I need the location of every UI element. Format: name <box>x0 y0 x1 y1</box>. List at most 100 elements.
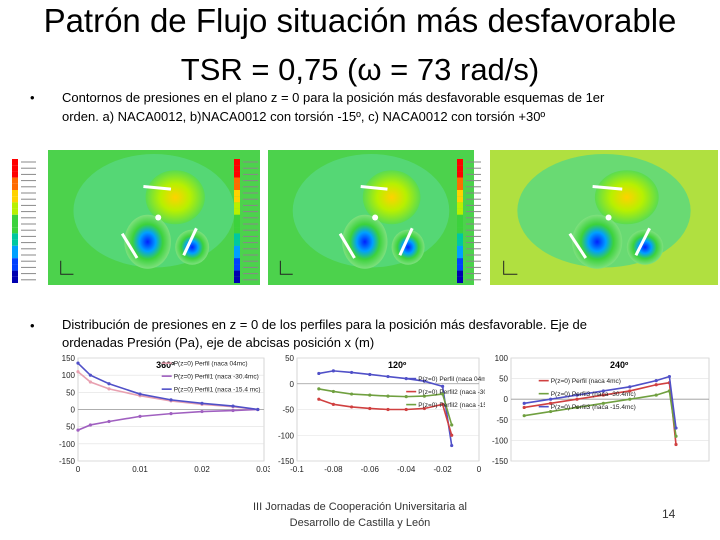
data-point <box>575 405 579 410</box>
high-pressure-zone <box>145 170 205 225</box>
legend-swatch <box>457 214 463 221</box>
data-point <box>549 401 553 405</box>
legend-swatch <box>12 196 18 203</box>
data-point <box>441 402 445 406</box>
legend-swatch <box>234 227 240 234</box>
data-point <box>575 397 579 401</box>
legend-swatch <box>12 270 18 277</box>
data-point <box>654 379 658 383</box>
data-point <box>76 370 80 374</box>
legend-swatch <box>234 190 240 197</box>
legend-swatch <box>234 276 240 283</box>
legend-swatch <box>234 245 240 252</box>
legend-swatch <box>12 177 18 184</box>
data-point <box>368 372 372 377</box>
contour-a-svg <box>48 150 260 285</box>
rotor-hub <box>605 214 612 221</box>
data-point <box>331 389 335 394</box>
x-tick-label: 0.02 <box>194 465 210 474</box>
legend-swatch <box>457 202 463 209</box>
rotor-hub <box>372 214 379 221</box>
y-tick-label: -50 <box>282 406 294 415</box>
data-point <box>386 374 390 379</box>
legend-swatch <box>457 159 463 166</box>
data-point <box>350 370 354 375</box>
y-tick-label: -50 <box>496 416 508 425</box>
contour-c-svg <box>490 150 718 285</box>
y-tick-label: 150 <box>62 354 76 363</box>
footer-line2: Desarrollo de Castilla y León <box>289 517 431 529</box>
low-pressure-zone-2 <box>626 229 664 265</box>
y-tick-label: 100 <box>62 371 76 380</box>
bullet2-line2: ordenadas Presión (Pa), eje de abcisas p… <box>62 335 375 350</box>
legend-swatch <box>12 202 18 209</box>
data-point <box>601 389 605 393</box>
legend-label: P(z=0) Perfil2 (naca -15.4mc) <box>418 402 485 409</box>
data-point <box>450 433 454 437</box>
airfoil-blade-top <box>143 184 172 191</box>
contour-b-svg <box>268 150 474 285</box>
data-point <box>331 402 335 406</box>
data-point <box>628 385 632 389</box>
y-tick-label: -100 <box>492 436 509 445</box>
slide-title-line1: Patrón de Flujo situación más desfavorab… <box>43 2 677 39</box>
legend-swatch <box>457 190 463 197</box>
y-tick-label: 50 <box>499 375 508 384</box>
data-point <box>522 401 526 405</box>
data-point <box>522 405 526 410</box>
legend-label: P(z=0) Perfil (naca 04mc) <box>418 376 485 383</box>
legend-swatch <box>12 227 18 234</box>
series-line <box>77 362 258 411</box>
low-pressure-zone-2 <box>175 229 210 265</box>
high-pressure-zone <box>594 170 659 225</box>
bullet-dot-1: • <box>30 90 35 105</box>
data-point <box>76 361 80 365</box>
legend-swatch <box>457 171 463 178</box>
data-point <box>404 395 408 399</box>
data-point <box>368 406 372 411</box>
data-point <box>575 393 579 397</box>
legend-swatch <box>457 183 463 190</box>
footer: III Jornadas de Cooperación Universitari… <box>245 499 475 531</box>
legend-swatch <box>12 183 18 190</box>
x-tick-label: -0.1 <box>290 465 304 474</box>
legend-swatch <box>457 264 463 271</box>
data-point <box>404 377 408 381</box>
legend-swatch <box>234 270 240 277</box>
legend-swatch <box>234 165 240 172</box>
legend-swatch <box>12 233 18 240</box>
x-tick-label: -0.08 <box>324 465 343 474</box>
airfoil-blade-left <box>568 232 588 259</box>
legend-swatch <box>234 214 240 221</box>
low-pressure-zone-2 <box>391 229 425 265</box>
data-point <box>231 408 235 413</box>
chart-title: 120º <box>388 360 407 370</box>
legend-swatch <box>457 258 463 265</box>
x-tick-label: 0.01 <box>132 465 148 474</box>
contour-legend-a <box>10 157 40 287</box>
contour-legend-b <box>232 157 262 287</box>
data-point <box>386 407 390 412</box>
data-point <box>107 387 111 391</box>
legend-label: P(z=0) Perfil (naca 04mc) <box>174 361 248 368</box>
pressure-chart-240: 100 50 0 -50 -100 -150 240º P(z=0) Perfil (naca… <box>483 352 715 477</box>
data-point <box>654 383 658 387</box>
legend-swatch <box>457 165 463 172</box>
series-line <box>524 389 677 437</box>
legend-swatch <box>234 208 240 215</box>
data-point <box>169 398 173 402</box>
legend-label: P(z=0) Perfil (naca 4mc) <box>551 378 621 385</box>
axis-triad <box>60 260 74 275</box>
bullet1-line2: orden. a) NACA0012, b)NACA0012 con torsi… <box>62 109 546 124</box>
data-point <box>450 423 454 427</box>
bullet1-line1: Contornos de presiones en el plano z = 0… <box>62 90 605 105</box>
airfoil-blade-right <box>398 227 414 256</box>
low-pressure-zone <box>124 214 171 269</box>
data-point <box>386 394 390 398</box>
data-point <box>674 442 678 447</box>
axis-triad <box>503 260 518 275</box>
y-tick-label: 50 <box>66 423 75 432</box>
y-tick-label: -150 <box>278 457 295 466</box>
data-point <box>422 379 426 383</box>
pressure-chart-360: 150 100 50 0 50 -100 -150 0 0.01 0.02 0.03 360º P(z=… <box>50 352 270 477</box>
